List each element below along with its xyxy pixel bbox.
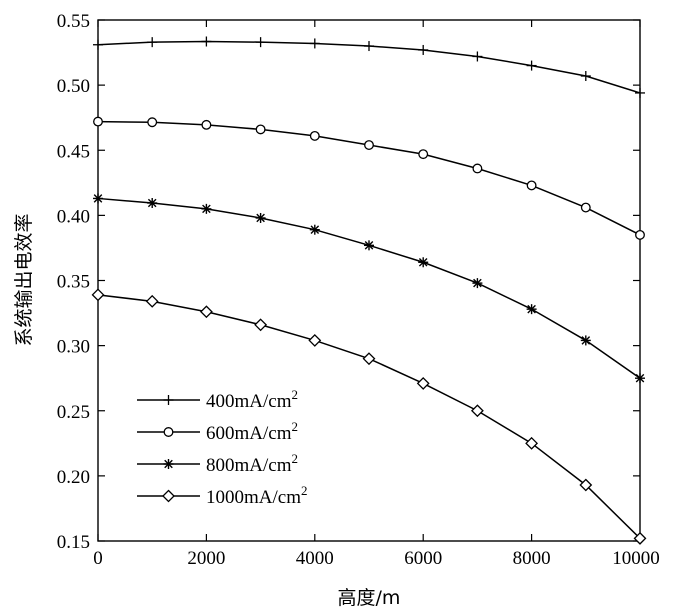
- y-tick-label: 0.40: [57, 206, 90, 227]
- data-point: [254, 318, 268, 332]
- y-tick-label: 0.45: [57, 141, 90, 162]
- data-point: [472, 51, 483, 62]
- legend-item: 400mA/cm2: [137, 387, 298, 412]
- data-point: [526, 60, 537, 71]
- y-tick-label: 0.20: [57, 467, 90, 488]
- data-point: [93, 39, 103, 50]
- y-tick-label: 0.30: [57, 337, 90, 358]
- data-point: [308, 333, 322, 347]
- data-point: [93, 116, 103, 127]
- legend-label: 800mA/cm2: [206, 451, 298, 476]
- data-point: [635, 229, 645, 240]
- data-point: [418, 44, 429, 55]
- data-point: [199, 305, 213, 319]
- legend-label-text: 800mA/cm: [206, 455, 292, 476]
- data-point: [633, 531, 647, 545]
- data-point: [309, 130, 320, 141]
- data-point: [525, 436, 539, 450]
- series-line: [97, 197, 641, 379]
- x-tick-label: 2000: [187, 548, 225, 569]
- plot-frame: [97, 19, 641, 542]
- data-point: [93, 193, 103, 204]
- legend-label-text: 400mA/cm: [206, 391, 292, 412]
- y-axis-label: 系统输出电效率: [13, 213, 35, 346]
- data-point: [147, 117, 158, 128]
- legend-marker: [163, 395, 174, 405]
- data-point: [147, 198, 158, 209]
- data-point: [418, 149, 429, 160]
- y-tick-label: 0.15: [57, 532, 90, 553]
- series-layer: [91, 36, 647, 545]
- data-point: [364, 140, 374, 150]
- data-point: [362, 352, 376, 366]
- data-point: [145, 294, 159, 308]
- data-point: [635, 373, 645, 384]
- x-axis: 0 2000 4000 6000 8000 10000: [93, 20, 660, 569]
- x-tick-label: 8000: [513, 548, 551, 569]
- y-tick-label: 0.25: [57, 402, 90, 423]
- legend-item: 1000mA/cm2: [137, 483, 308, 508]
- data-point: [201, 203, 212, 214]
- data-point: [526, 304, 537, 315]
- y-tick-label: 0.55: [57, 11, 90, 32]
- legend-label: 1000mA/cm2: [206, 483, 308, 508]
- legend-label-superscript: 2: [301, 483, 308, 498]
- data-point: [580, 202, 591, 213]
- legend-label: 400mA/cm2: [206, 387, 298, 412]
- data-point: [201, 36, 212, 47]
- x-tick-label: 6000: [404, 548, 442, 569]
- y-tick-label: 0.35: [57, 272, 90, 293]
- data-point: [255, 37, 266, 48]
- y-axis: 0.15 0.20 0.25 0.30 0.35 0.40 0.45 0.50 0.55: [57, 11, 640, 553]
- legend-label: 600mA/cm2: [206, 419, 298, 444]
- series-diamond: [91, 288, 647, 545]
- legend-item: 800mA/cm2: [137, 451, 298, 476]
- data-point: [364, 240, 374, 251]
- data-point: [526, 180, 537, 191]
- legend-marker: [163, 427, 174, 437]
- data-point: [91, 288, 105, 302]
- data-point: [580, 71, 591, 82]
- series-plus: [93, 36, 645, 98]
- data-point: [580, 335, 591, 346]
- y-tick-label: 0.50: [57, 76, 90, 97]
- legend-label-superscript: 2: [292, 419, 299, 434]
- data-point: [255, 124, 266, 135]
- legend-label-text: 600mA/cm: [206, 423, 292, 444]
- data-point: [470, 404, 484, 418]
- data-point: [472, 278, 483, 289]
- legend-item: 600mA/cm2: [137, 419, 298, 444]
- x-tick-label: 10000: [612, 548, 660, 569]
- data-point: [364, 41, 374, 52]
- series-line: [97, 120, 641, 236]
- series-line: [97, 294, 641, 539]
- legend-marker: [162, 489, 175, 503]
- data-point: [309, 224, 320, 235]
- legend-label-superscript: 2: [292, 387, 299, 402]
- data-point: [416, 376, 430, 390]
- x-tick-label: 0: [93, 548, 103, 569]
- legend-marker: [163, 459, 174, 469]
- data-point: [201, 119, 212, 130]
- data-point: [309, 38, 320, 49]
- data-point: [418, 257, 429, 268]
- data-point: [147, 37, 158, 48]
- x-tick-label: 4000: [296, 548, 334, 569]
- series-star: [93, 193, 645, 384]
- series-circle: [93, 116, 645, 240]
- data-point: [472, 163, 483, 174]
- data-point: [255, 212, 266, 223]
- legend-label-superscript: 2: [292, 451, 299, 466]
- data-point: [579, 478, 593, 492]
- legend-label-text: 1000mA/cm: [206, 487, 301, 508]
- data-point: [635, 87, 645, 98]
- x-axis-label: 高度/m: [338, 587, 401, 609]
